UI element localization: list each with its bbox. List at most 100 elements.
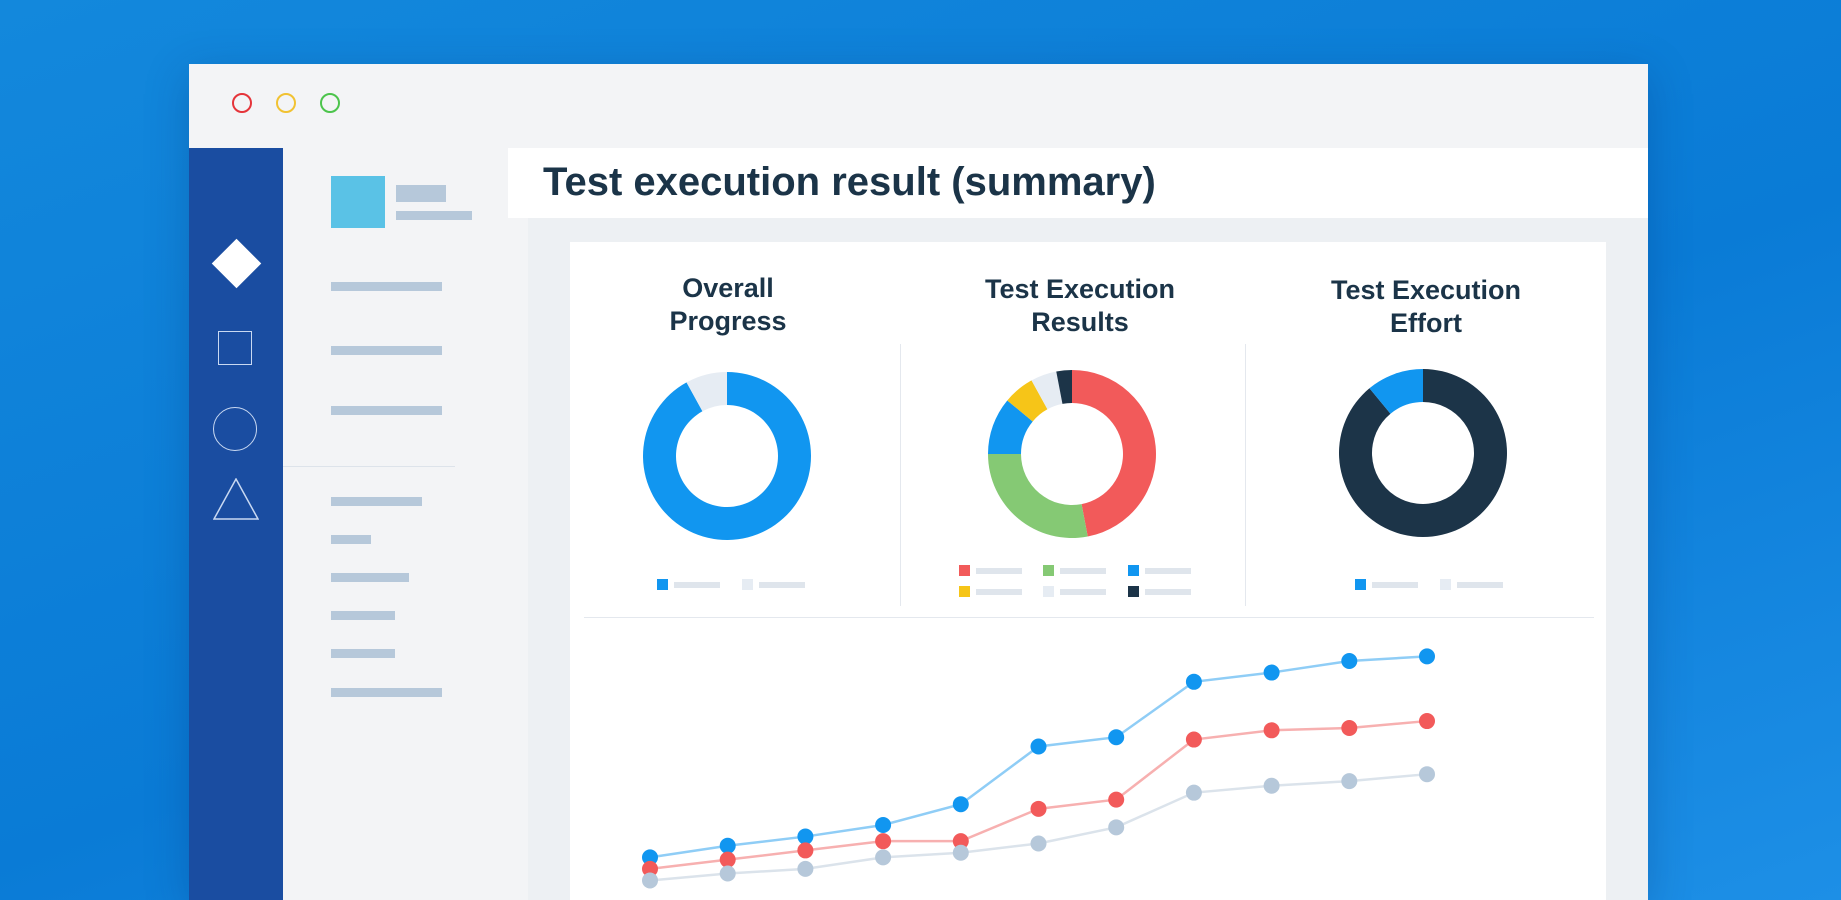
nav-item[interactable] — [331, 282, 442, 291]
app-name-placeholder — [396, 185, 446, 202]
legend-swatch — [959, 586, 970, 597]
nav-subitem[interactable] — [331, 611, 395, 620]
overall-progress-title: Overall Progress — [634, 272, 822, 338]
data-point — [875, 833, 892, 850]
donut-slice — [1007, 380, 1048, 422]
nav-subitem[interactable] — [331, 573, 409, 582]
data-point — [1341, 773, 1358, 790]
data-point — [1030, 800, 1047, 817]
legend-label-placeholder — [1145, 589, 1191, 595]
navigation-panel — [283, 148, 508, 900]
legend-swatch — [959, 565, 970, 576]
data-point — [1108, 729, 1125, 746]
content-area: Overall Progress Test Execution Results … — [528, 218, 1648, 900]
panel-title-line: Results — [1031, 307, 1129, 337]
legend-label-placeholder — [1060, 568, 1106, 574]
data-point — [1108, 791, 1125, 808]
panel-divider — [900, 344, 901, 606]
title-bar — [189, 64, 1648, 148]
data-point — [1341, 719, 1358, 736]
donut-slice — [1056, 370, 1072, 404]
diamond-icon[interactable] — [211, 238, 262, 289]
icon-sidebar — [189, 148, 283, 900]
section-divider — [584, 617, 1594, 618]
donut-slice — [1031, 371, 1063, 410]
legend-swatch — [1128, 586, 1139, 597]
app-subtitle-placeholder — [396, 211, 472, 220]
legend-swatch — [1355, 579, 1366, 590]
maximize-window-button[interactable] — [320, 93, 340, 113]
data-point — [642, 872, 658, 889]
circle-icon[interactable] — [213, 407, 257, 451]
legend-label-placeholder — [1457, 582, 1503, 588]
data-point — [1263, 777, 1280, 794]
app-logo — [331, 176, 385, 228]
data-point — [1341, 653, 1358, 669]
data-point — [719, 837, 736, 854]
trend-line-chart — [642, 648, 1435, 889]
donut-slice — [643, 372, 811, 540]
legend-swatch — [657, 579, 668, 590]
legend-swatch — [1043, 565, 1054, 576]
panel-divider — [1245, 344, 1246, 606]
donut-slice — [1339, 369, 1507, 537]
nav-item[interactable] — [331, 406, 442, 415]
execution-effort-title: Test Execution Effort — [1306, 274, 1546, 340]
main-area: Test execution result (summary) Overall … — [508, 148, 1648, 900]
data-point — [875, 849, 892, 866]
square-icon[interactable] — [218, 331, 252, 365]
execution-results-title: Test Execution Results — [960, 273, 1200, 339]
legend-swatch — [1043, 586, 1054, 597]
data-point — [1185, 784, 1202, 801]
data-point — [642, 849, 658, 866]
close-window-button[interactable] — [232, 93, 252, 113]
data-point — [1108, 819, 1125, 836]
donut-slice — [1369, 369, 1423, 414]
nav-subitem[interactable] — [331, 535, 371, 544]
data-point — [719, 851, 736, 868]
execution-effort-donut — [1339, 369, 1507, 537]
data-point — [1030, 835, 1047, 852]
panel-title-line: Effort — [1390, 308, 1462, 338]
legend-label-placeholder — [1145, 568, 1191, 574]
app-window: Test execution result (summary) Overall … — [189, 64, 1648, 900]
data-point — [797, 860, 814, 877]
legend-swatch — [1440, 579, 1451, 590]
data-point — [797, 828, 814, 845]
nav-item[interactable] — [331, 346, 442, 355]
panel-title-line: Test Execution — [984, 274, 1176, 304]
legend-label-placeholder — [1060, 589, 1106, 595]
legend-label-placeholder — [759, 582, 805, 588]
nav-subitem[interactable] — [331, 688, 442, 697]
legend-swatch — [742, 579, 753, 590]
legend-label-placeholder — [976, 568, 1022, 574]
nav-subitem[interactable] — [331, 649, 395, 658]
data-point — [1263, 664, 1280, 681]
panel-title-line: Overall — [682, 273, 774, 303]
data-point — [1030, 738, 1047, 755]
series-line — [649, 772, 1428, 882]
data-point — [1419, 766, 1435, 783]
panel-title-line: Progress — [669, 306, 787, 336]
triangle-icon[interactable] — [213, 478, 259, 520]
data-point — [1419, 713, 1435, 730]
panel-title-line: Test Execution — [1330, 275, 1522, 305]
donut-slice — [686, 372, 727, 412]
legend-swatch — [1128, 565, 1139, 576]
data-point — [642, 860, 658, 877]
legend-label-placeholder — [674, 582, 720, 588]
minimize-window-button[interactable] — [276, 93, 296, 113]
data-point — [952, 796, 969, 813]
data-point — [1185, 673, 1202, 690]
data-point — [875, 817, 892, 834]
legend-label-placeholder — [1372, 582, 1418, 588]
data-point — [1185, 731, 1202, 748]
overall-progress-donut — [643, 372, 811, 540]
series-line — [649, 655, 1428, 859]
nav-divider — [283, 466, 455, 467]
nav-subitem[interactable] — [331, 497, 422, 506]
donut-slice — [1072, 370, 1157, 537]
execution-results-donut — [988, 370, 1157, 538]
legend-label-placeholder — [976, 589, 1022, 595]
data-point — [952, 833, 969, 850]
